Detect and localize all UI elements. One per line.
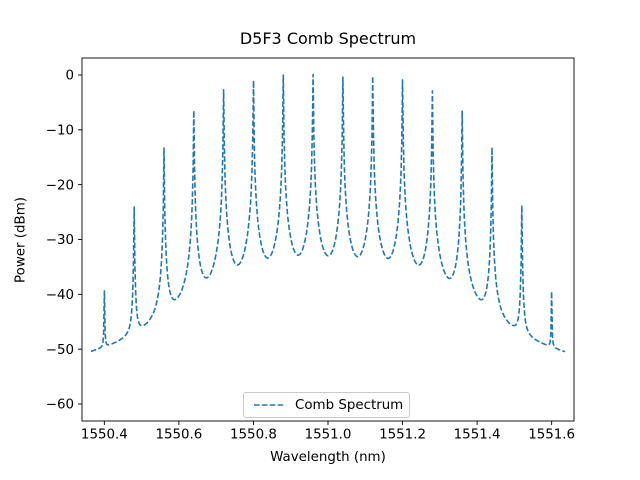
x-tick-label: 1551.2 <box>379 428 426 443</box>
plot-frame <box>81 57 575 422</box>
legend-label: Comb Spectrum <box>295 397 404 413</box>
x-tick-label: 1550.4 <box>81 428 128 443</box>
chart-title: D5F3 Comb Spectrum <box>239 29 417 48</box>
x-tick-label: 1550.8 <box>230 428 277 443</box>
comb-spectrum-line <box>90 73 566 353</box>
x-tick-label: 1551.6 <box>528 428 575 443</box>
legend: Comb Spectrum <box>243 392 410 418</box>
x-tick-label: 1550.6 <box>155 428 202 443</box>
x-tick-label: 1551.0 <box>305 428 352 443</box>
y-tick-label: −20 <box>46 178 74 193</box>
y-tick-label: −50 <box>46 343 74 358</box>
x-tick-label: 1551.4 <box>454 428 501 443</box>
y-tick-label: −10 <box>46 123 74 138</box>
y-tick-label: −60 <box>46 398 74 413</box>
y-tick-label: −40 <box>46 288 74 303</box>
y-tick-label: 0 <box>65 69 74 84</box>
x-axis-label: Wavelength (nm) <box>270 450 386 465</box>
legend-line-sample <box>254 404 285 406</box>
y-tick-label: −30 <box>46 233 74 248</box>
